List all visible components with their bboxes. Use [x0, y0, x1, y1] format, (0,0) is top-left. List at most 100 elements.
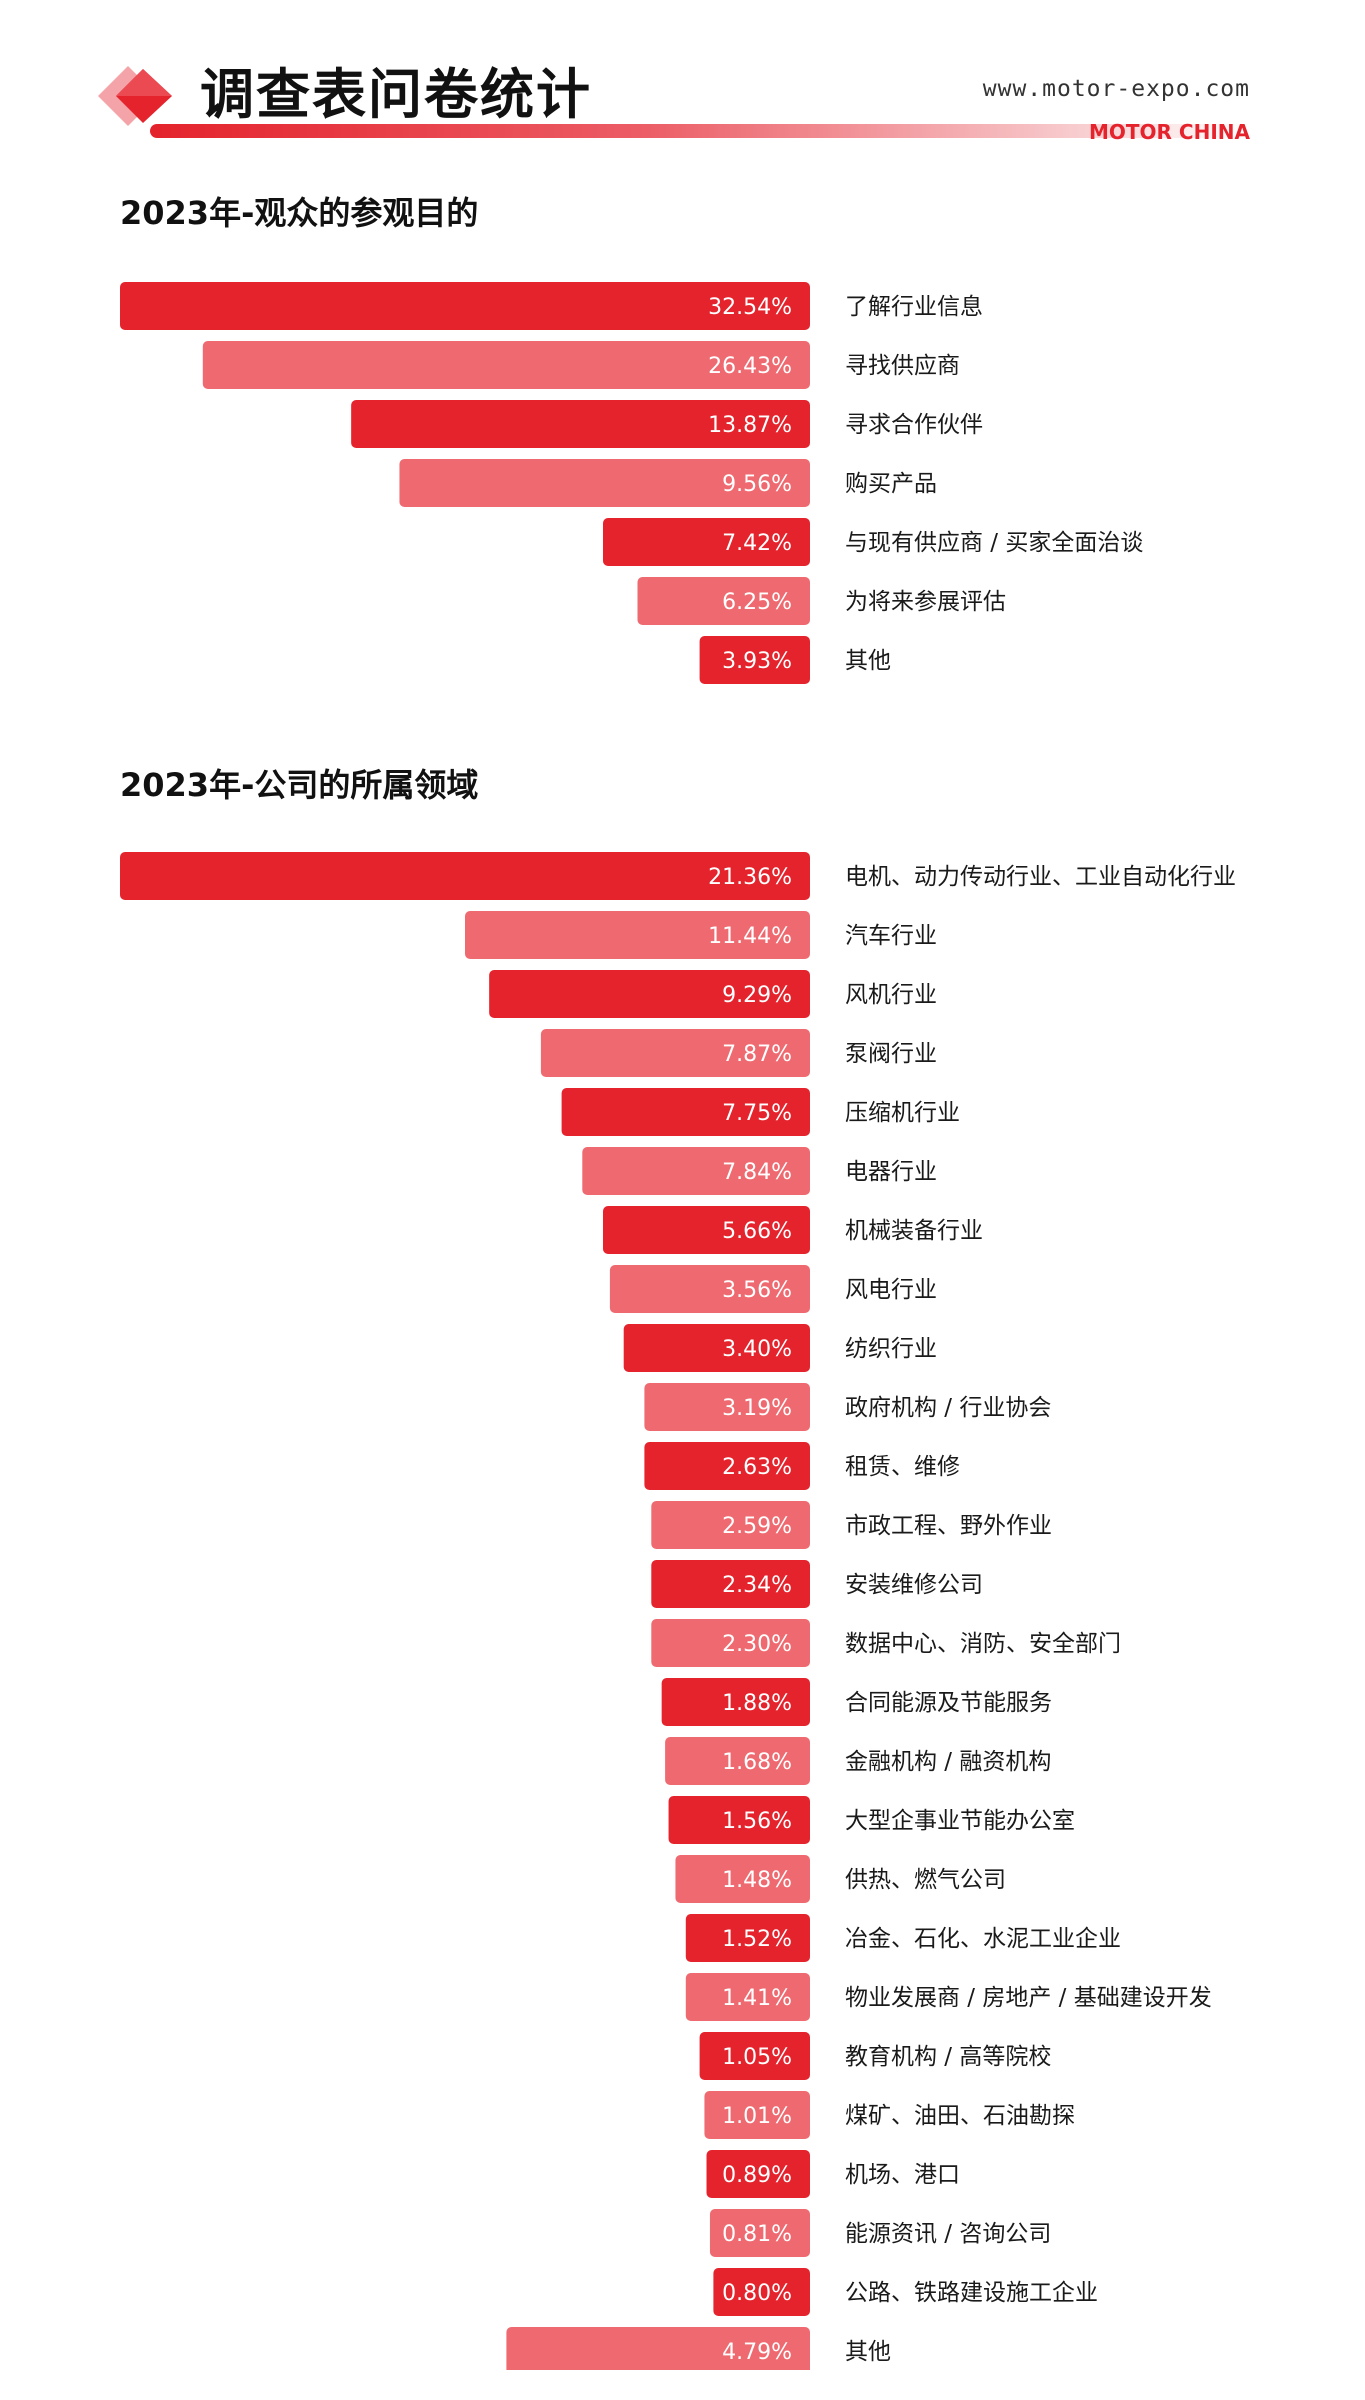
bar [637, 577, 810, 625]
category-label: 风电行业 [845, 1277, 937, 1303]
company-field-bar-chart: 21.36% 电机、动力传动行业、工业自动化行业 11.44% 汽车行业 9.29% 风机… [120, 852, 1236, 2370]
category-label: 教育机构 / 高等院校 [845, 2044, 1051, 2070]
bar-value-label: 26.43% [708, 354, 792, 379]
page-title: 调查表问卷统计 [200, 63, 592, 126]
bar [582, 1147, 810, 1195]
bar-value-label: 3.56% [722, 1278, 792, 1303]
bar [603, 518, 810, 566]
bar [699, 636, 810, 684]
bar-value-label: 7.84% [722, 1160, 792, 1185]
bar-value-label: 3.93% [722, 649, 792, 674]
category-label: 大型企事业节能办公室 [845, 1808, 1075, 1834]
bar [644, 1442, 810, 1490]
bar-value-label: 2.63% [722, 1455, 792, 1480]
bar-value-label: 3.19% [722, 1396, 792, 1421]
bar-value-label: 0.89% [722, 2163, 792, 2188]
bar [399, 459, 810, 507]
bar-value-label: 1.01% [722, 2104, 792, 2129]
bar-value-label: 1.48% [722, 1868, 792, 1893]
category-label: 寻求合作伙伴 [845, 412, 983, 438]
bar [651, 1501, 810, 1549]
category-label: 市政工程、野外作业 [845, 1513, 1052, 1539]
bar-value-label: 7.87% [722, 1042, 792, 1067]
bar-value-label: 1.88% [722, 1691, 792, 1716]
bar [540, 1029, 810, 1077]
bar [706, 2150, 810, 2198]
category-label: 安装维修公司 [845, 1572, 983, 1598]
page-header: 调查表问卷统计 www.motor-expo.com MOTOR CHINA [0, 0, 1365, 150]
bar-value-label: 1.56% [722, 1809, 792, 1834]
bar-value-label: 7.42% [722, 531, 792, 556]
bar [709, 2209, 810, 2257]
category-label: 能源资讯 / 咨询公司 [845, 2221, 1051, 2247]
bar [120, 852, 810, 900]
bar-value-label: 5.66% [722, 1219, 792, 1244]
chart-title-company-field: 2023年-公司的所属领域 [120, 766, 479, 804]
category-label: 合同能源及节能服务 [845, 1690, 1052, 1716]
category-label: 公路、铁路建设施工企业 [845, 2280, 1098, 2306]
bar-value-label: 2.30% [722, 1632, 792, 1657]
bar-value-label: 13.87% [708, 413, 792, 438]
bar-value-label: 1.41% [722, 1986, 792, 2011]
bar [699, 2032, 810, 2080]
category-label: 其他 [845, 648, 891, 674]
bar [465, 911, 810, 959]
bar-value-label: 1.68% [722, 1750, 792, 1775]
bar [665, 1737, 810, 1785]
bar [120, 282, 810, 330]
bar [685, 1914, 810, 1962]
bar-value-label: 9.29% [722, 983, 792, 1008]
bar-value-label: 32.54% [708, 295, 792, 320]
bar [202, 341, 811, 389]
category-label: 其他 [845, 2339, 891, 2365]
category-label: 购买产品 [845, 471, 937, 497]
bar-value-label: 3.40% [722, 1337, 792, 1362]
category-label: 为将来参展评估 [845, 589, 1006, 615]
bar [685, 1973, 810, 2021]
bar [668, 1796, 810, 1844]
category-label: 纺织行业 [845, 1336, 937, 1362]
bar [704, 2091, 810, 2139]
bar [489, 970, 810, 1018]
bar-value-label: 0.81% [722, 2222, 792, 2247]
category-label: 机械装备行业 [845, 1218, 983, 1244]
bar [651, 1560, 810, 1608]
bar-value-label: 7.75% [722, 1101, 792, 1126]
bar [506, 2327, 810, 2370]
bar [644, 1383, 810, 1431]
bar-value-label: 2.59% [722, 1514, 792, 1539]
category-label: 政府机构 / 行业协会 [845, 1395, 1051, 1421]
category-label: 数据中心、消防、安全部门 [845, 1631, 1121, 1657]
category-label: 机场、港口 [845, 2162, 960, 2188]
bar [561, 1088, 810, 1136]
bar-value-label: 6.25% [722, 590, 792, 615]
category-label: 煤矿、油田、石油勘探 [845, 2103, 1075, 2129]
bar-value-label: 1.52% [722, 1927, 792, 1952]
bar-value-label: 0.80% [722, 2281, 792, 2306]
bar [609, 1265, 810, 1313]
chart-title-visit-purpose: 2023年-观众的参观目的 [120, 194, 479, 232]
category-label: 了解行业信息 [845, 294, 983, 320]
category-label: 风机行业 [845, 982, 937, 1008]
bar [713, 2268, 810, 2316]
bar [603, 1206, 810, 1254]
brand-name: MOTOR CHINA [1089, 120, 1250, 144]
category-label: 电器行业 [845, 1159, 937, 1185]
category-label: 汽车行业 [845, 923, 937, 949]
bar-value-label: 21.36% [708, 865, 792, 890]
category-label: 租赁、维修 [845, 1454, 960, 1480]
bar [661, 1678, 810, 1726]
bar-value-label: 4.79% [722, 2340, 792, 2365]
bar-value-label: 1.05% [722, 2045, 792, 2070]
header-divider [150, 124, 1250, 138]
category-label: 压缩机行业 [845, 1100, 960, 1126]
site-url: www.motor-expo.com [982, 76, 1250, 102]
category-label: 物业发展商 / 房地产 / 基础建设开发 [845, 1985, 1212, 2011]
bar [651, 1619, 810, 1667]
category-label: 电机、动力传动行业、工业自动化行业 [845, 864, 1236, 890]
category-label: 供热、燃气公司 [845, 1867, 1006, 1893]
bar-value-label: 9.56% [722, 472, 792, 497]
bar [351, 400, 810, 448]
category-label: 泵阀行业 [845, 1041, 937, 1067]
category-label: 金融机构 / 融资机构 [845, 1749, 1051, 1775]
